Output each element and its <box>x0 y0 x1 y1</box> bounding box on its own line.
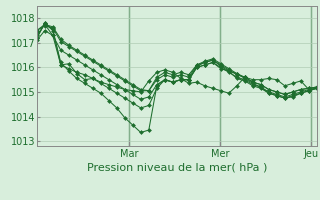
X-axis label: Pression niveau de la mer( hPa ): Pression niveau de la mer( hPa ) <box>87 163 267 173</box>
